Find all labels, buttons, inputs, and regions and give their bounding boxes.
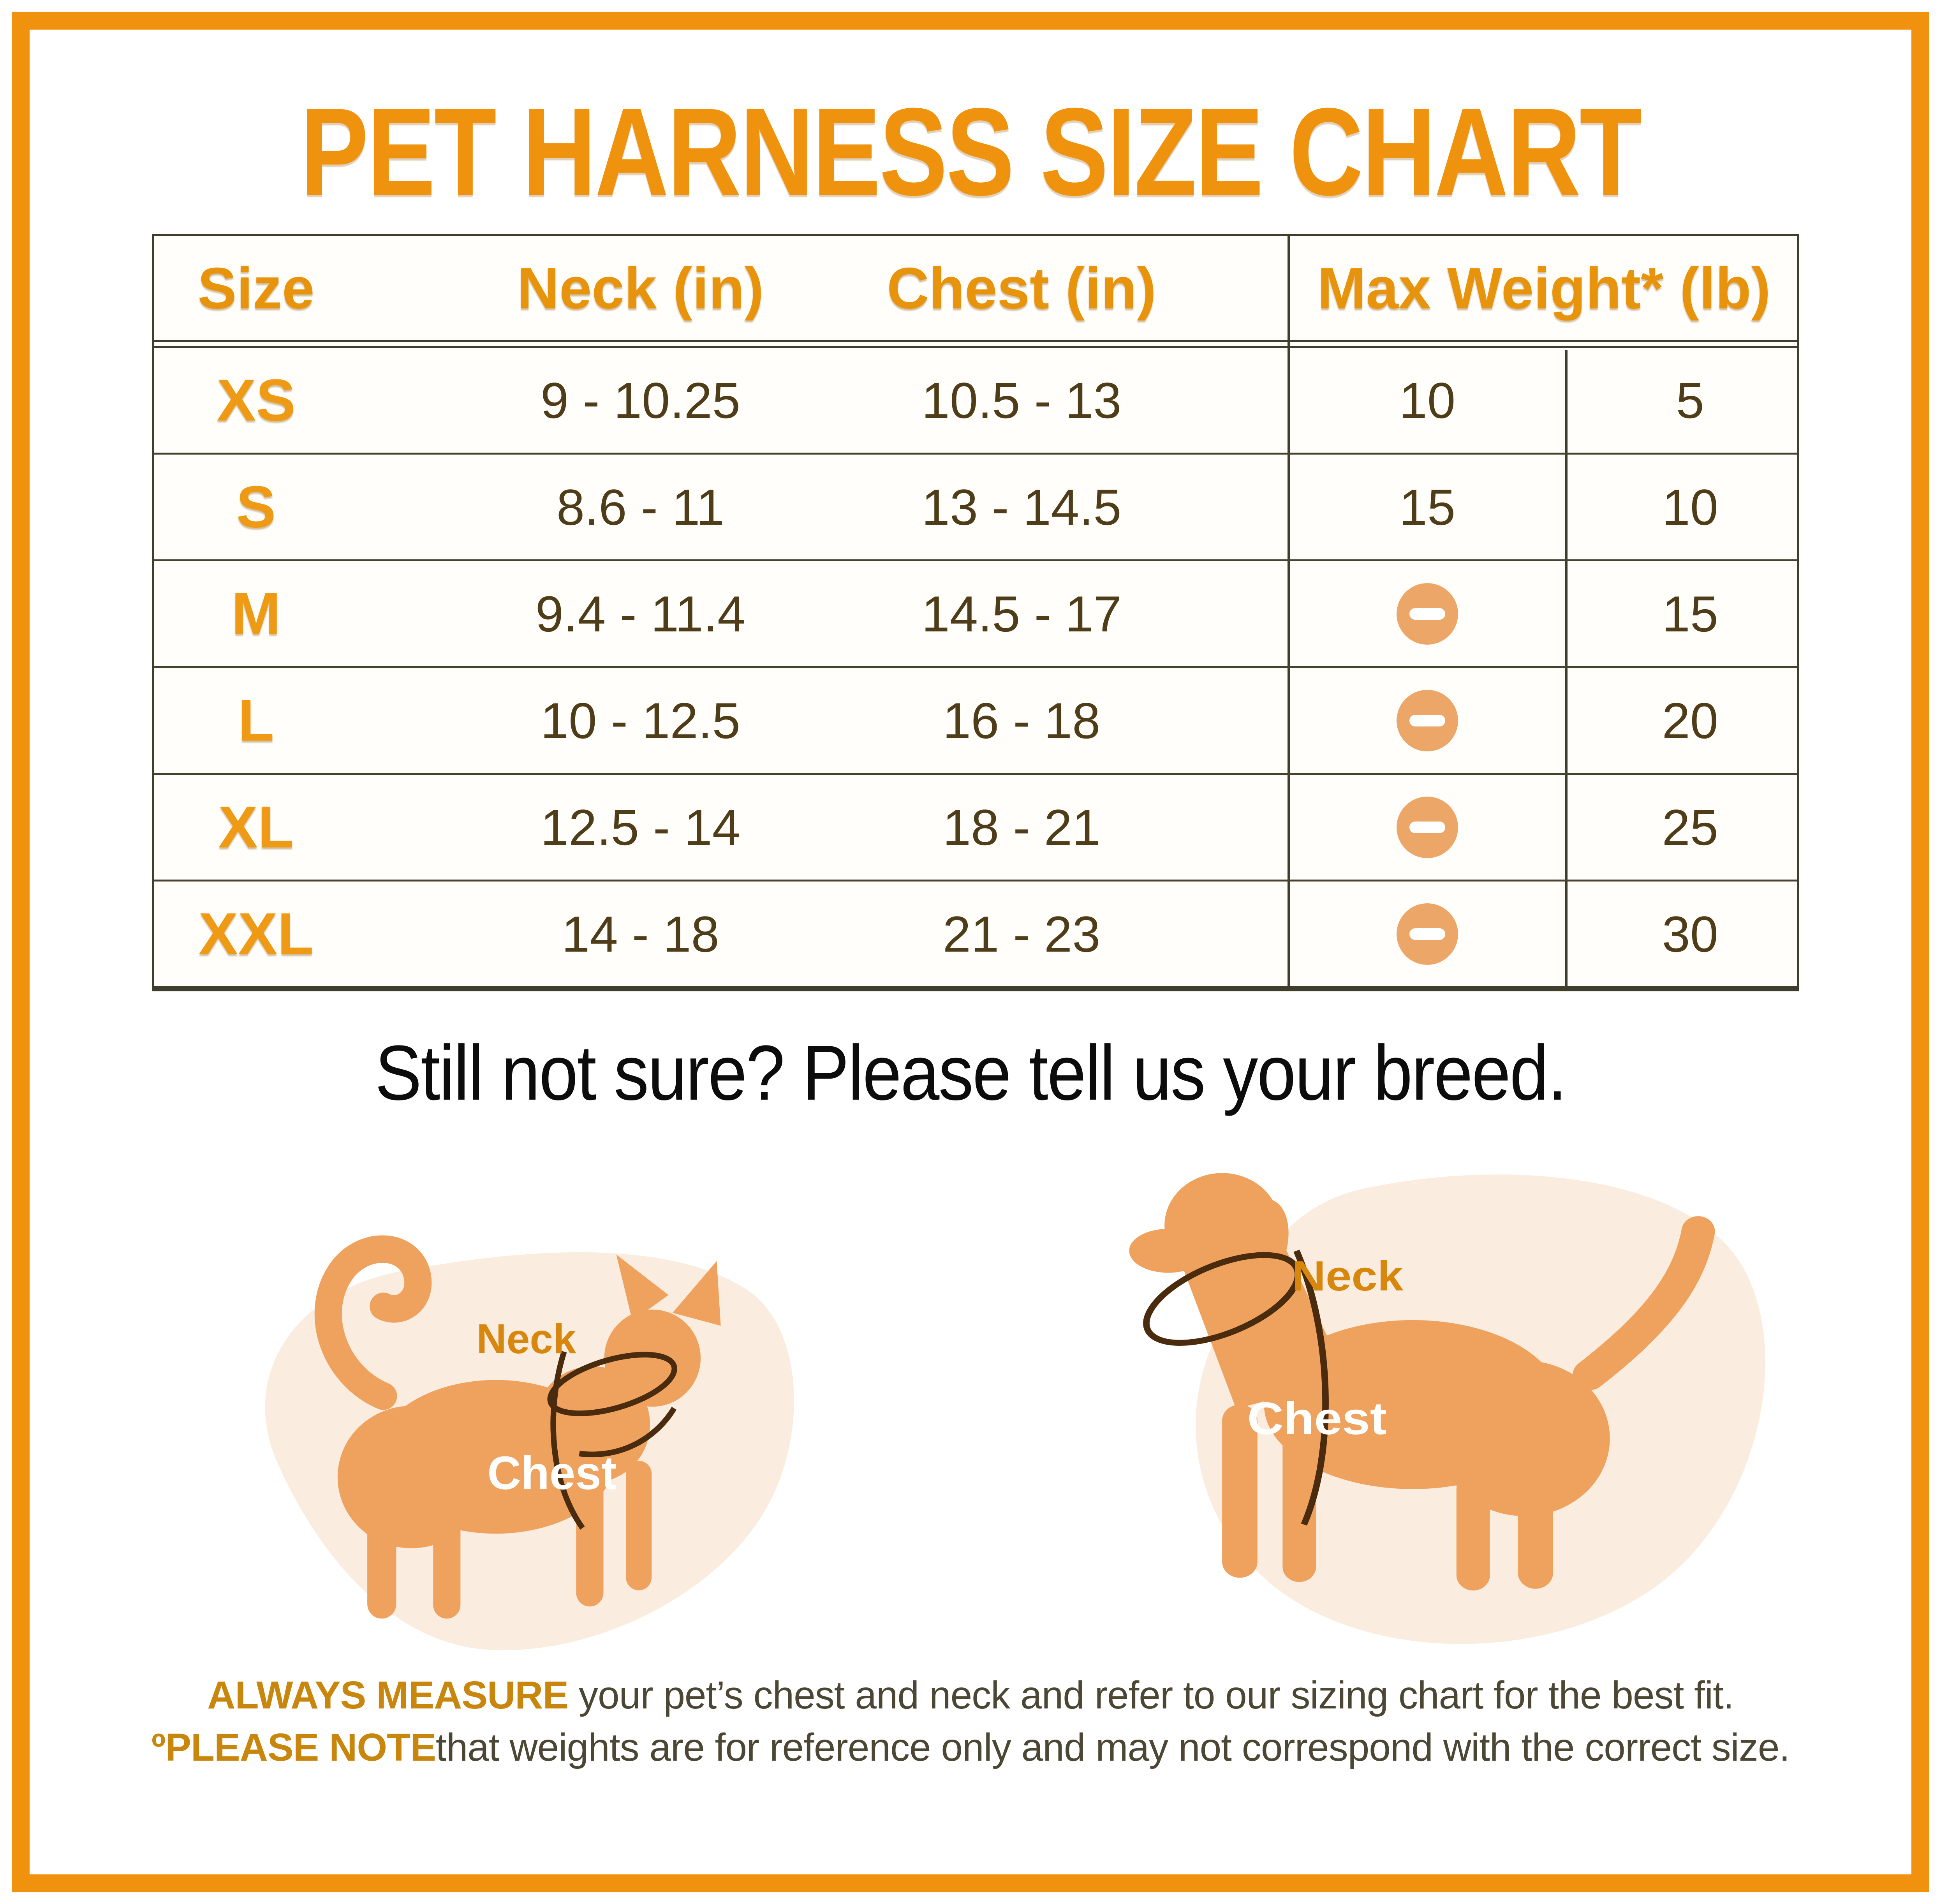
minus-icon bbox=[1396, 903, 1458, 965]
cell-chest: 13 - 14.5 bbox=[921, 478, 1122, 536]
header-double-rule bbox=[154, 342, 1797, 348]
note-highlight-please-note: ºPLEASE NOTE bbox=[151, 1726, 436, 1769]
cell-chest: 10.5 - 13 bbox=[921, 372, 1122, 429]
cell-weight-right: 10 bbox=[1662, 478, 1719, 536]
dog-harness-lines bbox=[1143, 1250, 1329, 1526]
minus-icon bbox=[1396, 796, 1458, 858]
size-chart-table: Size Neck (in) Chest (in) Max Weight* (l… bbox=[152, 234, 1799, 991]
cat-tail bbox=[314, 1235, 432, 1410]
cell-neck: 10 - 12.5 bbox=[540, 692, 741, 749]
table-divider-weight bbox=[1288, 236, 1291, 986]
footnotes: ALWAYS MEASURE your pet’s chest and neck… bbox=[0, 1669, 1941, 1774]
cell-weight-left bbox=[1396, 796, 1458, 858]
cat-chest-strap bbox=[550, 1350, 585, 1530]
cell-weight-right: 25 bbox=[1662, 799, 1719, 856]
note-line-weights: ºPLEASE NOTEthat weights are for referen… bbox=[0, 1721, 1941, 1774]
note-text-weights: that weights are for reference only and … bbox=[435, 1726, 1790, 1769]
cell-neck: 14 - 18 bbox=[562, 905, 719, 963]
table-header-row: Size Neck (in) Chest (in) Max Weight* (l… bbox=[154, 236, 1797, 342]
dog-chest-label: Chest bbox=[1247, 1393, 1387, 1444]
table-divider-weight-sub bbox=[1565, 350, 1568, 986]
table-row: S 8.6 - 11 13 - 14.5 15 10 bbox=[154, 455, 1797, 561]
cell-weight-left bbox=[1396, 689, 1458, 751]
dog-measurement-diagram: Neck Chest bbox=[1083, 1126, 1827, 1675]
table-row: XS 9 - 10.25 10.5 - 13 10 5 bbox=[154, 348, 1797, 455]
table-row: M 9.4 - 11.4 14.5 - 17 15 bbox=[154, 561, 1797, 668]
cell-neck: 9.4 - 11.4 bbox=[535, 585, 746, 642]
cell-neck: 9 - 10.25 bbox=[540, 372, 741, 429]
table-row: L 10 - 12.5 16 - 18 20 bbox=[154, 668, 1797, 775]
cell-chest: 16 - 18 bbox=[942, 692, 1101, 749]
minus-icon bbox=[1396, 689, 1458, 751]
table-row: XXL 14 - 18 21 - 23 30 bbox=[154, 881, 1797, 986]
cell-size: XS bbox=[217, 367, 296, 433]
cell-chest: 14.5 - 17 bbox=[921, 585, 1122, 642]
table-body: XS 9 - 10.25 10.5 - 13 10 5 S 8.6 - 11 13 - 14.… bbox=[154, 348, 1797, 986]
cell-weight-left: 15 bbox=[1399, 478, 1456, 536]
cell-weight-left bbox=[1396, 903, 1458, 965]
cell-weight-left: 10 bbox=[1399, 372, 1456, 429]
table-row: XL 12.5 - 14 18 - 21 25 bbox=[154, 775, 1797, 881]
cell-size: XXL bbox=[198, 901, 314, 967]
cell-weight-left bbox=[1396, 583, 1458, 645]
note-line-measure: ALWAYS MEASURE your pet’s chest and neck… bbox=[0, 1669, 1941, 1721]
header-max-weight: Max Weight* (lb) bbox=[1317, 255, 1771, 321]
cat-silhouette bbox=[314, 1235, 721, 1619]
dog-neck-loop bbox=[1143, 1252, 1302, 1346]
cell-size: M bbox=[231, 580, 281, 647]
cell-weight-right: 15 bbox=[1662, 585, 1719, 642]
header-chest: Chest (in) bbox=[887, 255, 1156, 321]
cell-weight-right: 20 bbox=[1662, 692, 1719, 749]
cat-harness-lines bbox=[547, 1350, 677, 1530]
header-neck: Neck (in) bbox=[517, 255, 764, 321]
cat-chest-loop bbox=[579, 1407, 677, 1458]
cat-chest-label: Chest bbox=[487, 1447, 616, 1499]
cat-neck-label: Neck bbox=[476, 1315, 576, 1362]
cell-size: XL bbox=[218, 794, 294, 860]
outer-orange-frame bbox=[12, 12, 1929, 1892]
note-highlight-always-measure: ALWAYS MEASURE bbox=[207, 1673, 569, 1717]
cell-neck: 8.6 - 11 bbox=[556, 478, 725, 536]
cell-size: S bbox=[236, 474, 276, 540]
cell-chest: 21 - 23 bbox=[942, 905, 1101, 963]
header-size: Size bbox=[197, 255, 315, 321]
dog-tail bbox=[1573, 1216, 1715, 1390]
subtitle-breed-prompt: Still not sure? Please tell us your bree… bbox=[375, 1030, 1567, 1116]
cell-weight-right: 5 bbox=[1676, 372, 1704, 429]
dog-neck-label: Neck bbox=[1292, 1253, 1404, 1300]
note-text-measure: your pet’s chest and neck and refer to o… bbox=[568, 1673, 1734, 1717]
cat-measurement-diagram: Neck Chest bbox=[199, 1141, 841, 1667]
cell-size: L bbox=[238, 687, 274, 753]
minus-icon bbox=[1396, 583, 1458, 645]
cat-neck-loop bbox=[547, 1352, 677, 1416]
dog-chest-strap bbox=[1293, 1250, 1329, 1526]
cell-neck: 12.5 - 14 bbox=[540, 799, 741, 856]
page-title: PET HARNESS SIZE CHART bbox=[300, 82, 1642, 221]
cell-chest: 18 - 21 bbox=[942, 799, 1101, 856]
cell-weight-right: 30 bbox=[1662, 905, 1719, 963]
